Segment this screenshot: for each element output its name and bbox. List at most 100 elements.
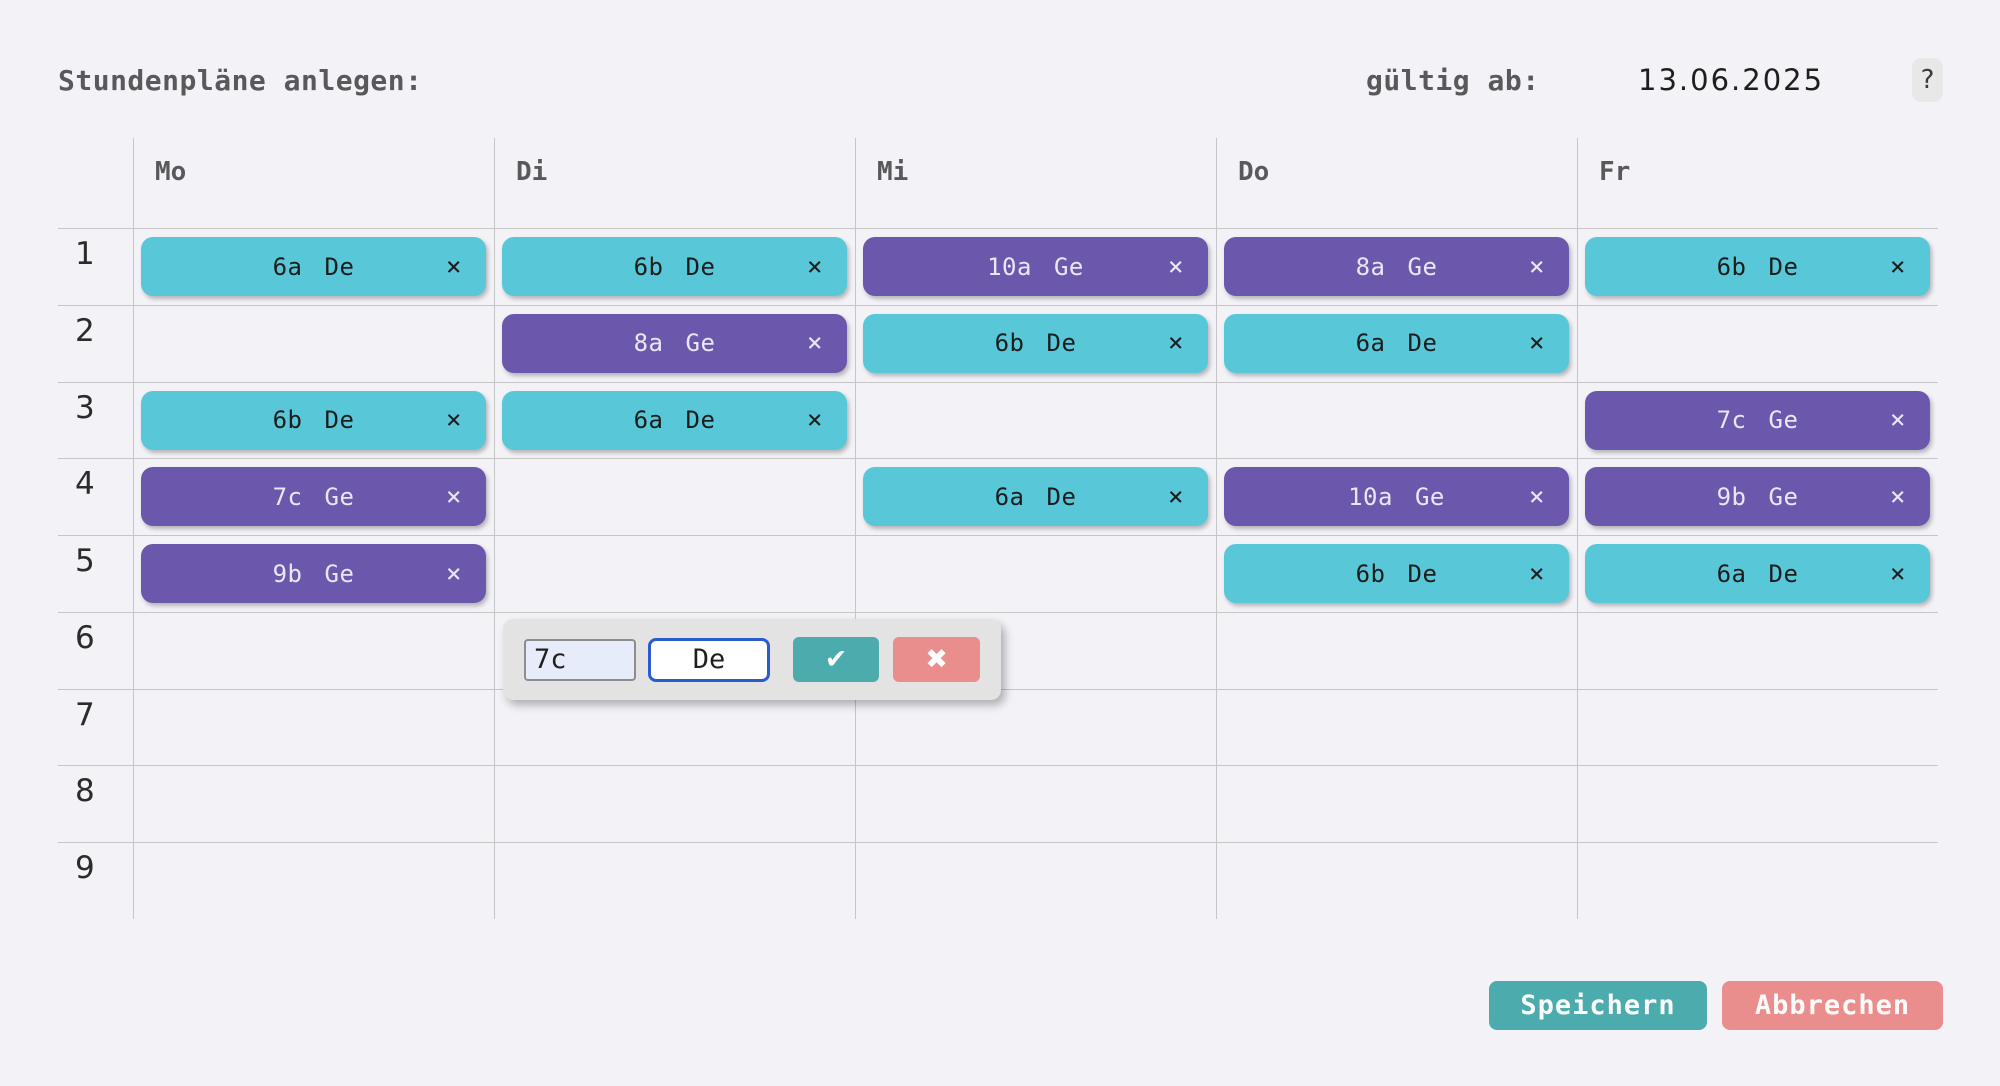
timetable-grid: Mo Di Mi Do Fr 1 6a De × 6b De × 10a Ge × 8a Ge × 6b De × 2 8a…: [58, 138, 1938, 919]
cell-di-9[interactable]: [494, 842, 855, 919]
cell-do-4[interactable]: 10a Ge ×: [1216, 458, 1577, 536]
cell-do-9[interactable]: [1216, 842, 1577, 919]
cell-di-4[interactable]: [494, 458, 855, 536]
remove-lesson-icon[interactable]: ×: [1528, 251, 1545, 282]
lesson-pill[interactable]: 8a Ge ×: [1224, 237, 1569, 296]
class-input[interactable]: [524, 638, 636, 681]
cell-di-1[interactable]: 6b De ×: [494, 228, 855, 305]
remove-lesson-icon[interactable]: ×: [1889, 481, 1906, 512]
lesson-class-label: 8a: [633, 329, 664, 358]
lesson-pill[interactable]: 7c Ge ×: [1585, 390, 1930, 450]
lesson-class-label: 6a: [1355, 329, 1386, 358]
cell-fr-7[interactable]: [1577, 688, 1938, 766]
cell-mi-1[interactable]: 10a Ge ×: [855, 228, 1216, 305]
cell-mo-8[interactable]: [133, 765, 494, 843]
cell-di-7[interactable]: [494, 688, 855, 766]
cell-di-2[interactable]: 8a Ge ×: [494, 304, 855, 382]
cell-mi-3[interactable]: [855, 381, 1216, 459]
remove-lesson-icon[interactable]: ×: [1889, 558, 1906, 589]
cell-do-7[interactable]: [1216, 688, 1577, 766]
remove-lesson-icon[interactable]: ×: [445, 481, 462, 512]
cell-do-8[interactable]: [1216, 765, 1577, 843]
remove-lesson-icon[interactable]: ×: [806, 251, 823, 282]
cell-mo-9[interactable]: [133, 842, 494, 919]
cell-di-3[interactable]: 6a De ×: [494, 381, 855, 459]
cell-di-5[interactable]: [494, 535, 855, 612]
lesson-pill[interactable]: 6a De ×: [863, 467, 1208, 527]
cell-di-8[interactable]: [494, 765, 855, 843]
cell-do-3[interactable]: [1216, 381, 1577, 459]
lesson-pill[interactable]: 6b De ×: [141, 390, 486, 450]
cell-do-5[interactable]: 6b De ×: [1216, 535, 1577, 612]
remove-lesson-icon[interactable]: ×: [1167, 251, 1184, 282]
lesson-pill[interactable]: 6b De ×: [863, 313, 1208, 373]
lesson-pill[interactable]: 10a Ge ×: [863, 237, 1208, 296]
cell-mi-8[interactable]: [855, 765, 1216, 843]
subject-input[interactable]: [648, 637, 770, 682]
cell-mo-3[interactable]: 6b De ×: [133, 381, 494, 459]
cell-fr-9[interactable]: [1577, 842, 1938, 919]
cell-mo-7[interactable]: [133, 688, 494, 766]
cancel-button[interactable]: Abbrechen: [1722, 981, 1943, 1030]
cell-fr-8[interactable]: [1577, 765, 1938, 843]
cell-fr-4[interactable]: 9b Ge ×: [1577, 458, 1938, 536]
discard-lesson-button[interactable]: ✖: [893, 637, 980, 682]
lesson-pill[interactable]: 7c Ge ×: [141, 467, 486, 527]
cell-fr-2[interactable]: [1577, 304, 1938, 382]
cell-fr-6[interactable]: [1577, 611, 1938, 689]
remove-lesson-icon[interactable]: ×: [806, 405, 823, 436]
save-button[interactable]: Speichern: [1489, 981, 1707, 1030]
remove-lesson-icon[interactable]: ×: [1528, 481, 1545, 512]
lesson-pill[interactable]: 6a De ×: [1224, 313, 1569, 373]
cell-mi-7[interactable]: [855, 688, 1216, 766]
period-label-3: 3: [58, 381, 133, 459]
lesson-pill[interactable]: 6a De ×: [141, 237, 486, 296]
period-label-1: 1: [58, 228, 133, 305]
cell-mi-5[interactable]: [855, 535, 1216, 612]
remove-lesson-icon[interactable]: ×: [1167, 328, 1184, 359]
remove-lesson-icon[interactable]: ×: [445, 251, 462, 282]
check-icon: ✔: [824, 644, 848, 675]
lesson-pill[interactable]: 6b De ×: [502, 237, 847, 296]
remove-lesson-icon[interactable]: ×: [1167, 481, 1184, 512]
cell-fr-3[interactable]: 7c Ge ×: [1577, 381, 1938, 459]
lesson-class-label: 6a: [272, 252, 303, 281]
lesson-pill[interactable]: 9b Ge ×: [141, 544, 486, 604]
remove-lesson-icon[interactable]: ×: [445, 405, 462, 436]
lesson-subject-label: Ge: [1768, 482, 1799, 511]
valid-from-date-field[interactable]: 13.06.2025: [1638, 63, 1825, 97]
question-mark-icon: ?: [1920, 65, 1935, 95]
lesson-subject-label: De: [1046, 329, 1077, 358]
remove-lesson-icon[interactable]: ×: [1528, 558, 1545, 589]
cell-do-2[interactable]: 6a De ×: [1216, 304, 1577, 382]
cell-mo-6[interactable]: [133, 611, 494, 689]
help-button[interactable]: ?: [1912, 58, 1943, 102]
cell-mi-9[interactable]: [855, 842, 1216, 919]
cell-di-6[interactable]: [494, 611, 855, 689]
cell-fr-5[interactable]: 6a De ×: [1577, 535, 1938, 612]
cell-mo-4[interactable]: 7c Ge ×: [133, 458, 494, 536]
lesson-class-label: 7c: [1716, 406, 1747, 435]
lesson-pill[interactable]: 6a De ×: [1585, 544, 1930, 604]
cell-do-1[interactable]: 8a Ge ×: [1216, 228, 1577, 305]
cell-fr-1[interactable]: 6b De ×: [1577, 228, 1938, 305]
confirm-lesson-button[interactable]: ✔: [793, 637, 880, 682]
remove-lesson-icon[interactable]: ×: [806, 328, 823, 359]
lesson-pill[interactable]: 6b De ×: [1585, 237, 1930, 296]
lesson-pill[interactable]: 10a Ge ×: [1224, 467, 1569, 527]
lesson-pill[interactable]: 9b Ge ×: [1585, 467, 1930, 527]
cell-mi-4[interactable]: 6a De ×: [855, 458, 1216, 536]
lesson-pill[interactable]: 8a Ge ×: [502, 313, 847, 373]
lesson-pill[interactable]: 6b De ×: [1224, 544, 1569, 604]
remove-lesson-icon[interactable]: ×: [1528, 328, 1545, 359]
cell-mo-5[interactable]: 9b Ge ×: [133, 535, 494, 612]
cell-do-6[interactable]: [1216, 611, 1577, 689]
cell-mo-2[interactable]: [133, 304, 494, 382]
remove-lesson-icon[interactable]: ×: [445, 558, 462, 589]
remove-lesson-icon[interactable]: ×: [1889, 251, 1906, 282]
cell-mi-2[interactable]: 6b De ×: [855, 304, 1216, 382]
lesson-pill[interactable]: 6a De ×: [502, 390, 847, 450]
lesson-class-label: 6b: [272, 406, 303, 435]
remove-lesson-icon[interactable]: ×: [1889, 405, 1906, 436]
cell-mo-1[interactable]: 6a De ×: [133, 228, 494, 305]
